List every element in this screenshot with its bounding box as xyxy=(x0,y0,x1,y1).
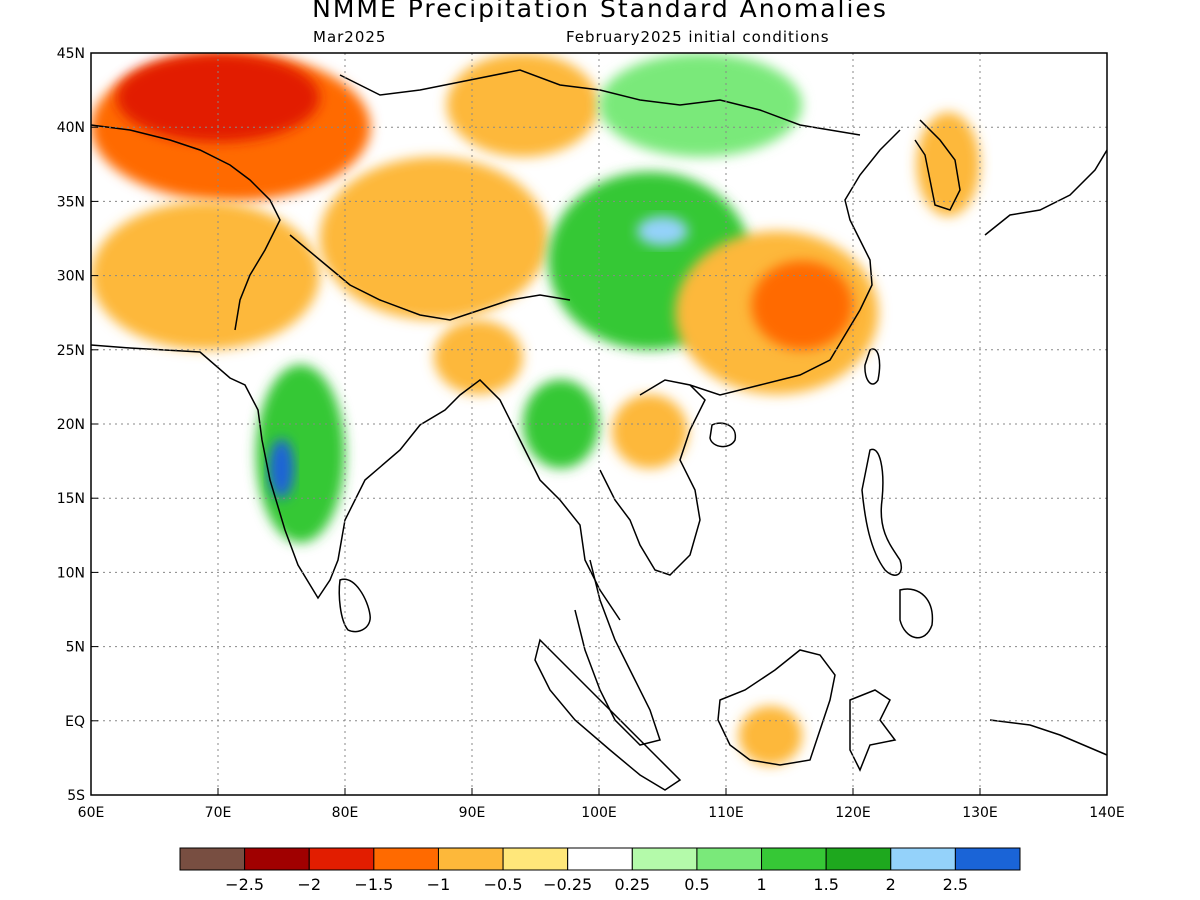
borneo-coast xyxy=(717,649,836,766)
sri-lanka-coast xyxy=(338,578,371,633)
initial-conditions: February2025 initial conditions xyxy=(566,28,830,46)
colorbar-swatch xyxy=(567,847,633,871)
x-tick-label: 140E xyxy=(1089,805,1125,821)
colorbar-swatch xyxy=(244,847,310,871)
indochina-coast xyxy=(599,379,706,576)
colorbar-label: −0.5 xyxy=(484,875,523,894)
colorbar-swatch xyxy=(502,847,569,871)
colorbar-swatch xyxy=(631,847,698,871)
anomaly-region-tibet-plateau-dry xyxy=(319,156,549,321)
x-tick-label: 70E xyxy=(205,805,232,821)
anomaly-region-konkan-core xyxy=(268,438,295,499)
y-tick-label: 15N xyxy=(57,491,85,507)
colorbar-swatch xyxy=(890,847,956,871)
y-tick-label: 10N xyxy=(57,565,85,581)
colorbar-label: −1.5 xyxy=(354,875,393,894)
anomaly-region-borneo-dry xyxy=(738,705,803,766)
x-tick-label: 60E xyxy=(78,805,105,821)
forecast-month: Mar2025 xyxy=(313,28,387,46)
y-tick-label: 35N xyxy=(57,194,85,210)
y-tick-label: 45N xyxy=(57,46,85,62)
colorbar-swatch xyxy=(761,847,827,871)
anomaly-region-sichuan-core xyxy=(637,216,688,246)
korea-coast xyxy=(914,119,961,211)
x-tick-label: 100E xyxy=(581,805,617,821)
colorbar-label: 2 xyxy=(886,875,896,894)
y-tick-label: 30N xyxy=(57,269,85,285)
colorbar-label: 1.5 xyxy=(813,875,838,894)
anomaly-region-western-india-wet xyxy=(256,364,345,543)
himalaya-border xyxy=(289,234,571,321)
anomaly-region-tarim-dry xyxy=(446,53,599,157)
colorbar-swatch xyxy=(437,847,504,871)
anomaly-region-kazakh-strong-dry xyxy=(116,53,320,143)
colorbar-swatch xyxy=(696,847,763,871)
south-china-coast xyxy=(689,129,901,396)
luzon-coast xyxy=(861,448,902,576)
sumatra-coast xyxy=(534,638,682,791)
anomaly-region-laos-dry xyxy=(611,394,688,469)
malay-peninsula-coast xyxy=(574,559,661,746)
anomaly-region-korea-dry xyxy=(916,112,980,217)
colorbar-swatch xyxy=(308,847,375,871)
colorbar-label: 0.5 xyxy=(684,875,709,894)
arabian-sea-coast xyxy=(91,344,621,621)
y-tick-label: 20N xyxy=(57,417,85,433)
colorbar-label: 0.25 xyxy=(614,875,650,894)
colorbar-label: −0.25 xyxy=(543,875,592,894)
colorbar-label: −2 xyxy=(297,875,321,894)
y-tick-label: EQ xyxy=(65,714,85,730)
colorbar-label: −2.5 xyxy=(225,875,264,894)
colorbar-label: 2.5 xyxy=(943,875,968,894)
china-border xyxy=(339,69,861,136)
gridlines xyxy=(91,53,1107,795)
x-axis-ticks: 60E 70E 80E 90E 100E 110E 120E 130E 140E xyxy=(78,788,1125,821)
anomaly-region-southeast-china-strong-dry xyxy=(751,260,853,350)
anomaly-region-mongolia-wet xyxy=(599,53,803,157)
mindanao-coast xyxy=(899,588,934,639)
y-tick-label: 40N xyxy=(57,120,85,136)
y-tick-label: 5N xyxy=(66,640,85,656)
colorbar-swatch xyxy=(825,847,892,871)
hainan-coast xyxy=(709,422,737,448)
colorbar-swatch xyxy=(179,847,246,871)
x-tick-label: 80E xyxy=(332,805,359,821)
colorbar: −2.5 −2 −1.5 −1 −0.5 −0.25 0.25 0.5 1 1.5 2 2.5 xyxy=(179,847,1021,894)
anomaly-region-bangladesh-dry xyxy=(433,320,523,395)
y-tick-label: 5S xyxy=(67,788,85,804)
colorbar-label: 1 xyxy=(756,875,766,894)
map-title: NMME Precipitation Standard Anomalies xyxy=(312,0,888,23)
coastlines xyxy=(91,69,1107,791)
new-guinea-coast xyxy=(989,719,1107,756)
y-axis-ticks: 45N 40N 35N 30N 25N 20N 15N 10N 5N EQ 5S xyxy=(57,46,98,804)
japan-coast xyxy=(984,149,1107,236)
colorbar-swatch xyxy=(954,847,1021,871)
x-tick-label: 130E xyxy=(962,805,998,821)
x-tick-label: 90E xyxy=(459,805,486,821)
x-tick-label: 110E xyxy=(708,805,744,821)
x-tick-label: 120E xyxy=(835,805,871,821)
y-tick-label: 25N xyxy=(57,343,85,359)
taiwan-coast xyxy=(864,348,881,385)
west-border xyxy=(91,124,281,331)
colorbar-swatch xyxy=(373,847,439,871)
colorbar-label: −1 xyxy=(427,875,451,894)
